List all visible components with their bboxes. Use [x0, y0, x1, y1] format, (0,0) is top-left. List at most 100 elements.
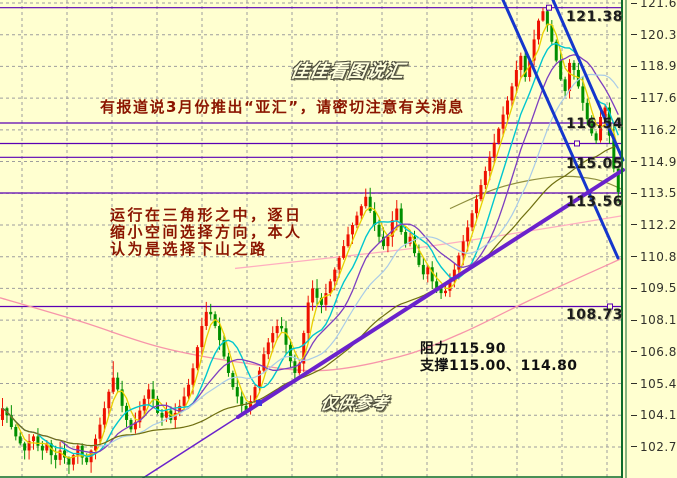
up-support-thick[interactable] — [236, 168, 625, 419]
axis-label: 117.60 — [640, 91, 677, 106]
candle-up — [1, 408, 4, 420]
ma-layer — [2, 23, 619, 459]
candle-down — [616, 168, 620, 193]
candle-down — [590, 119, 594, 134]
candle-up — [45, 443, 49, 451]
candle-down — [9, 415, 13, 427]
axis-tick — [631, 287, 637, 289]
candle-up — [164, 410, 168, 418]
candle-up — [568, 62, 572, 92]
candle-up — [249, 401, 253, 411]
triangle-annotation-line2: 缩小空间选择方向，本人 — [110, 223, 303, 241]
candle-up — [461, 241, 465, 256]
sr-line-handle[interactable] — [574, 140, 580, 147]
down-channel-left[interactable] — [501, 0, 620, 260]
candle-up — [191, 368, 195, 385]
sr-line-handle[interactable] — [546, 4, 552, 11]
candle-down — [319, 297, 323, 305]
candle-down — [63, 450, 67, 458]
candle-down — [439, 288, 443, 294]
candle-down — [594, 133, 598, 141]
candle-down — [280, 325, 284, 329]
candle-up — [448, 281, 452, 291]
axis-tick — [631, 34, 637, 36]
axis-tick — [631, 383, 637, 385]
axis-tick — [631, 161, 637, 163]
candle-up — [479, 185, 483, 200]
plot-border — [0, 0, 627, 478]
axis-tick — [631, 351, 637, 353]
triangle-annotation: 运行在三角形之中，逐日 缩小空间选择方向，本人 认为是选择下山之路 — [110, 207, 303, 258]
candle-down — [554, 41, 558, 61]
candle-up — [364, 196, 368, 207]
axis-label: 108.15 — [640, 313, 677, 328]
candle-down — [18, 436, 22, 444]
axis-label: 106.80 — [640, 344, 677, 359]
sr-line-handle[interactable] — [607, 303, 613, 310]
candle-down — [373, 210, 377, 225]
axis-label: 104.10 — [640, 408, 677, 423]
candle-up — [541, 11, 545, 21]
candle-up — [501, 114, 505, 129]
candle-down — [377, 224, 381, 237]
axis-label: 116.25 — [640, 122, 677, 137]
axis-label: 113.55 — [640, 186, 677, 201]
candle-up — [470, 213, 474, 228]
candle-down — [116, 377, 120, 390]
down-channel-right[interactable] — [551, 0, 625, 162]
candle-down — [430, 267, 434, 282]
candle-down — [435, 281, 439, 289]
candle-up — [311, 288, 315, 303]
axis-tick — [631, 192, 637, 194]
candle-up — [337, 257, 341, 270]
candle-down — [585, 102, 589, 120]
candle-up — [444, 290, 447, 294]
candle-up — [133, 422, 137, 430]
candle-up — [147, 389, 151, 399]
candle-down — [85, 457, 89, 463]
axis-label: 112.20 — [640, 217, 677, 232]
candle-up — [514, 69, 518, 87]
candle-up — [32, 436, 36, 442]
candle-up — [324, 293, 328, 305]
candle-down — [244, 405, 248, 411]
candle-up — [275, 325, 279, 334]
support-text: 支撑115.00、114.80 — [420, 357, 578, 374]
watermark-title: 佳佳看图说汇 — [288, 61, 407, 82]
candle-up — [253, 387, 257, 402]
candle-up — [297, 363, 301, 373]
axis-tick — [631, 446, 637, 448]
candle-up — [452, 269, 456, 282]
candle-up — [204, 311, 208, 326]
candle-up — [506, 100, 510, 115]
candle-down — [14, 426, 18, 437]
candle-down — [235, 387, 239, 397]
up-support-thin[interactable] — [142, 416, 239, 478]
candle-up — [187, 384, 191, 397]
candle-up — [262, 354, 266, 371]
candle-down — [160, 412, 164, 418]
trendline-handle[interactable] — [256, 400, 262, 406]
candle-down — [612, 135, 616, 169]
candle-down — [559, 60, 563, 80]
candle-up — [58, 450, 62, 460]
resistance-text: 阻力115.90 — [420, 341, 507, 357]
price-tag: 108.73 — [566, 307, 624, 324]
candles-layer — [1, 7, 620, 474]
ma-longer — [2, 144, 619, 447]
candle-down — [222, 340, 226, 357]
candle-up — [426, 267, 430, 275]
candle-up — [395, 208, 399, 221]
candle-down — [120, 389, 124, 406]
candle-down — [54, 455, 58, 460]
candle-down — [23, 443, 27, 451]
candle-up — [483, 170, 487, 186]
axis-label: 102.75 — [640, 439, 677, 454]
trendlines-layer — [142, 0, 625, 478]
candle-down — [288, 344, 292, 362]
ma-pink-flat — [234, 214, 624, 270]
candle-up — [333, 269, 337, 282]
candle-up — [71, 455, 75, 465]
